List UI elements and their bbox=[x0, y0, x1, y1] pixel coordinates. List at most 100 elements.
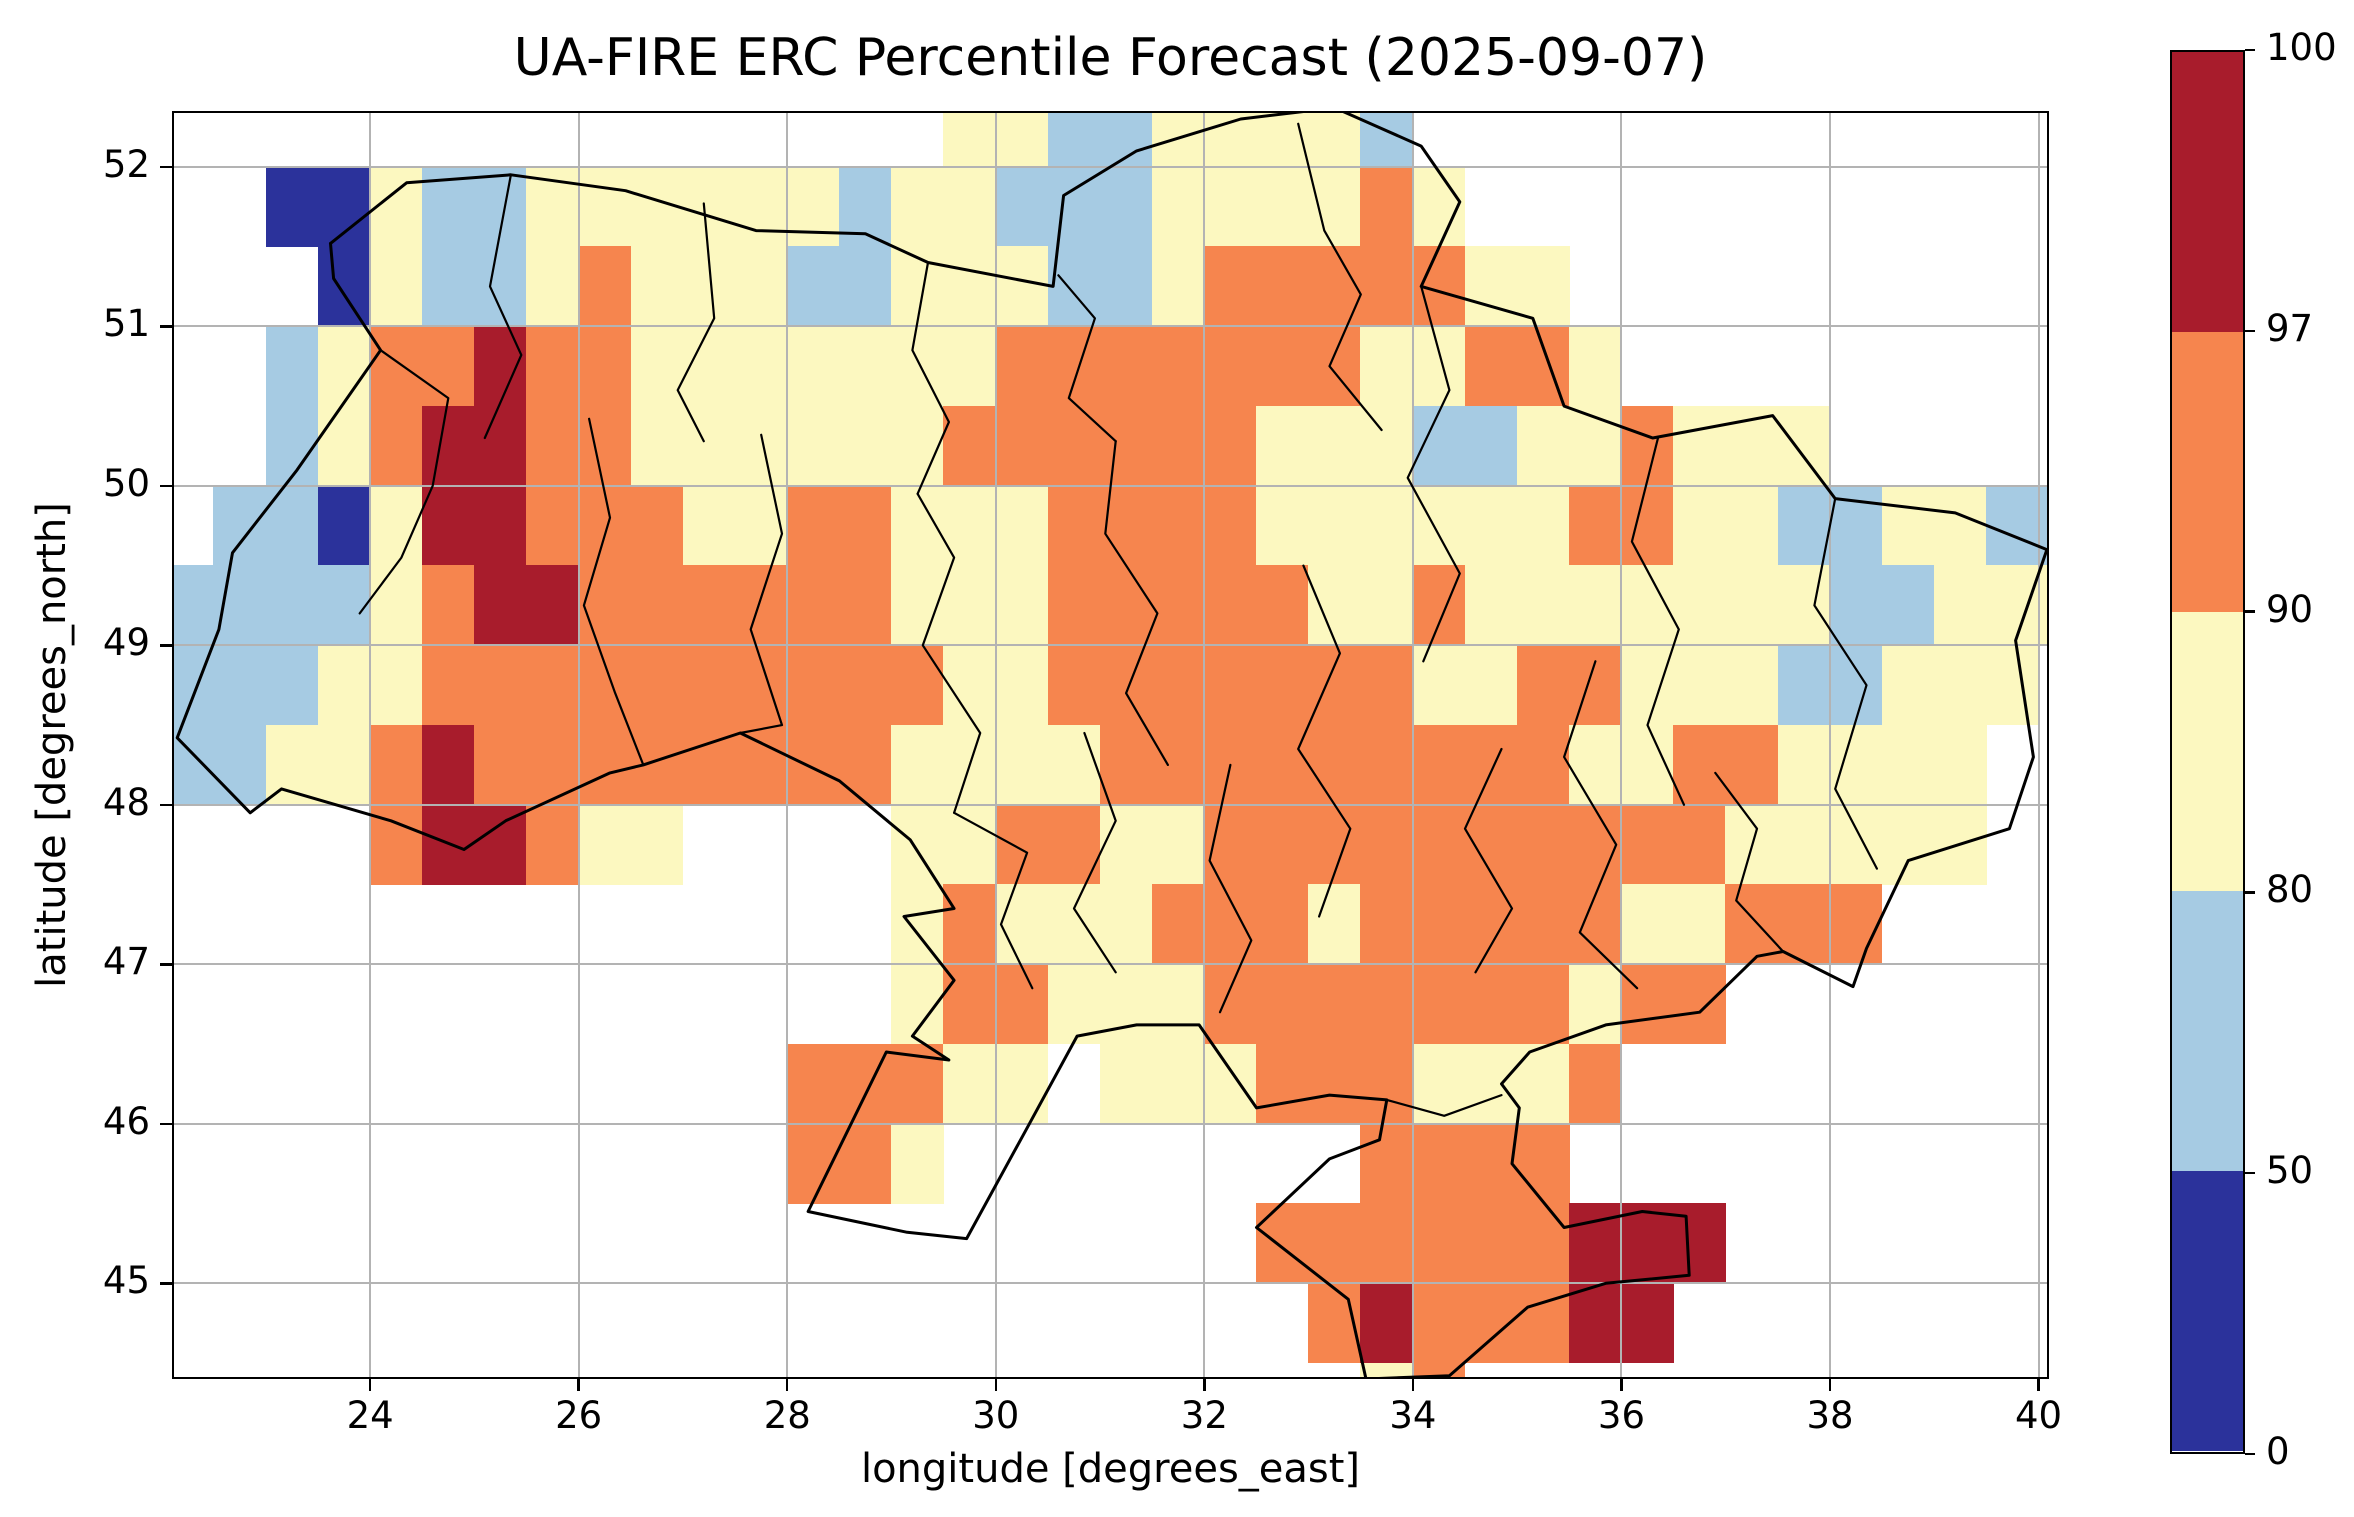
heatmap-cell bbox=[369, 485, 423, 566]
heatmap-cell bbox=[943, 405, 997, 487]
heatmap-cell bbox=[1360, 884, 1414, 965]
heatmap-cell bbox=[1204, 111, 1257, 168]
heatmap-cell bbox=[1360, 246, 1414, 327]
heatmap-cell bbox=[213, 724, 267, 806]
heatmap-cell bbox=[1308, 884, 1362, 965]
heatmap-cell bbox=[1986, 565, 2039, 646]
heatmap-cell bbox=[474, 326, 527, 407]
heatmap-cell bbox=[995, 111, 1049, 168]
heatmap-cell bbox=[265, 326, 319, 407]
heatmap-cell bbox=[1621, 724, 1674, 806]
x-tick-mark bbox=[785, 1379, 789, 1391]
heatmap-cell bbox=[734, 724, 788, 806]
heatmap-cell bbox=[1099, 1043, 1153, 1125]
heatmap-cell bbox=[1256, 884, 1309, 965]
heatmap-cell bbox=[839, 166, 892, 247]
heatmap-cell bbox=[172, 565, 215, 646]
heatmap-cell bbox=[1725, 804, 1779, 885]
heatmap-cell bbox=[1516, 884, 1570, 965]
heatmap-cell bbox=[1569, 1043, 1622, 1125]
colorbar-tick-label: 80 bbox=[2266, 868, 2314, 912]
heatmap-cell bbox=[526, 804, 579, 885]
y-tick-mark bbox=[160, 484, 172, 488]
heatmap-cell bbox=[1151, 405, 1205, 487]
heatmap-cell bbox=[1047, 326, 1101, 407]
heatmap-cell bbox=[1256, 1043, 1309, 1125]
heatmap-cell bbox=[1047, 166, 1101, 247]
heatmap-cell bbox=[1099, 405, 1153, 487]
heatmap-cell bbox=[1151, 1043, 1205, 1125]
heatmap-cell bbox=[1412, 645, 1466, 726]
heatmap-cell bbox=[526, 166, 579, 247]
heatmap-cell bbox=[1412, 1362, 1466, 1379]
heatmap-cell bbox=[1412, 1123, 1466, 1204]
heatmap-cell bbox=[578, 565, 632, 646]
heatmap-cell bbox=[1777, 804, 1831, 885]
heatmap-cell bbox=[630, 326, 684, 407]
heatmap-cell bbox=[995, 645, 1049, 726]
heatmap-cell bbox=[734, 246, 788, 327]
heatmap-cell bbox=[1725, 405, 1779, 487]
heatmap-cell bbox=[1151, 326, 1205, 407]
heatmap-cell bbox=[1829, 884, 1883, 965]
heatmap-cell bbox=[943, 645, 997, 726]
heatmap-cell bbox=[317, 326, 371, 407]
colorbar-segment bbox=[2172, 331, 2243, 613]
colorbar-tick-label: 0 bbox=[2266, 1430, 2290, 1473]
heatmap-cell bbox=[891, 485, 944, 566]
heatmap-cell bbox=[995, 724, 1049, 806]
heatmap-cell bbox=[265, 405, 319, 487]
heatmap-cell bbox=[1099, 964, 1153, 1045]
heatmap-cell bbox=[526, 405, 579, 487]
heatmap-cell bbox=[1099, 565, 1153, 646]
heatmap-cell bbox=[1881, 645, 1935, 726]
heatmap-cell bbox=[943, 326, 997, 407]
heatmap-cell bbox=[1881, 485, 1935, 566]
heatmap-cell bbox=[1308, 1203, 1362, 1284]
heatmap-cell bbox=[1516, 964, 1570, 1045]
heatmap-cell bbox=[1569, 1283, 1622, 1364]
heatmap-cell bbox=[1464, 326, 1518, 407]
heatmap-cell bbox=[943, 485, 997, 566]
heatmap-cell bbox=[1725, 485, 1779, 566]
heatmap-cell bbox=[1204, 485, 1257, 566]
heatmap-cell bbox=[1047, 884, 1101, 965]
heatmap-cell bbox=[839, 1123, 892, 1204]
heatmap-cell bbox=[1516, 1283, 1570, 1364]
heatmap-cell bbox=[1464, 804, 1518, 885]
heatmap-cell bbox=[1621, 884, 1674, 965]
heatmap-cell bbox=[1621, 804, 1674, 885]
y-tick-mark bbox=[160, 963, 172, 966]
heatmap-cell bbox=[786, 485, 840, 566]
heatmap-cell bbox=[682, 166, 736, 247]
y-tick-label: 48 bbox=[102, 780, 150, 824]
heatmap-cell bbox=[369, 804, 423, 885]
heatmap-cell bbox=[1204, 166, 1257, 247]
heatmap-cell bbox=[995, 964, 1049, 1045]
heatmap-cell bbox=[1204, 246, 1257, 327]
heatmap-cell bbox=[213, 645, 267, 726]
heatmap-cell bbox=[1308, 565, 1362, 646]
grid-line-vertical bbox=[1203, 111, 1206, 1379]
heatmap-cell bbox=[1986, 645, 2039, 726]
heatmap-cell bbox=[1308, 111, 1362, 168]
heatmap-cell bbox=[839, 565, 892, 646]
heatmap-cell bbox=[786, 405, 840, 487]
heatmap-cell bbox=[369, 246, 423, 327]
heatmap-cell bbox=[265, 485, 319, 566]
heatmap-cell bbox=[1412, 565, 1466, 646]
x-tick-label: 24 bbox=[346, 1394, 394, 1437]
heatmap-cell bbox=[1256, 111, 1309, 168]
heatmap-cell bbox=[1464, 485, 1518, 566]
x-tick-mark bbox=[994, 1379, 998, 1391]
heatmap-cell bbox=[1151, 111, 1205, 168]
heatmap-cell bbox=[1360, 111, 1414, 168]
heatmap-cell bbox=[943, 964, 997, 1045]
heatmap-cell bbox=[1360, 565, 1414, 646]
heatmap-cell bbox=[630, 645, 684, 726]
heatmap-cell bbox=[265, 724, 319, 806]
grid-line-vertical bbox=[2037, 111, 2040, 1379]
grid-line-vertical bbox=[577, 111, 580, 1379]
heatmap-cell bbox=[421, 246, 475, 327]
y-tick-label: 52 bbox=[102, 142, 150, 186]
